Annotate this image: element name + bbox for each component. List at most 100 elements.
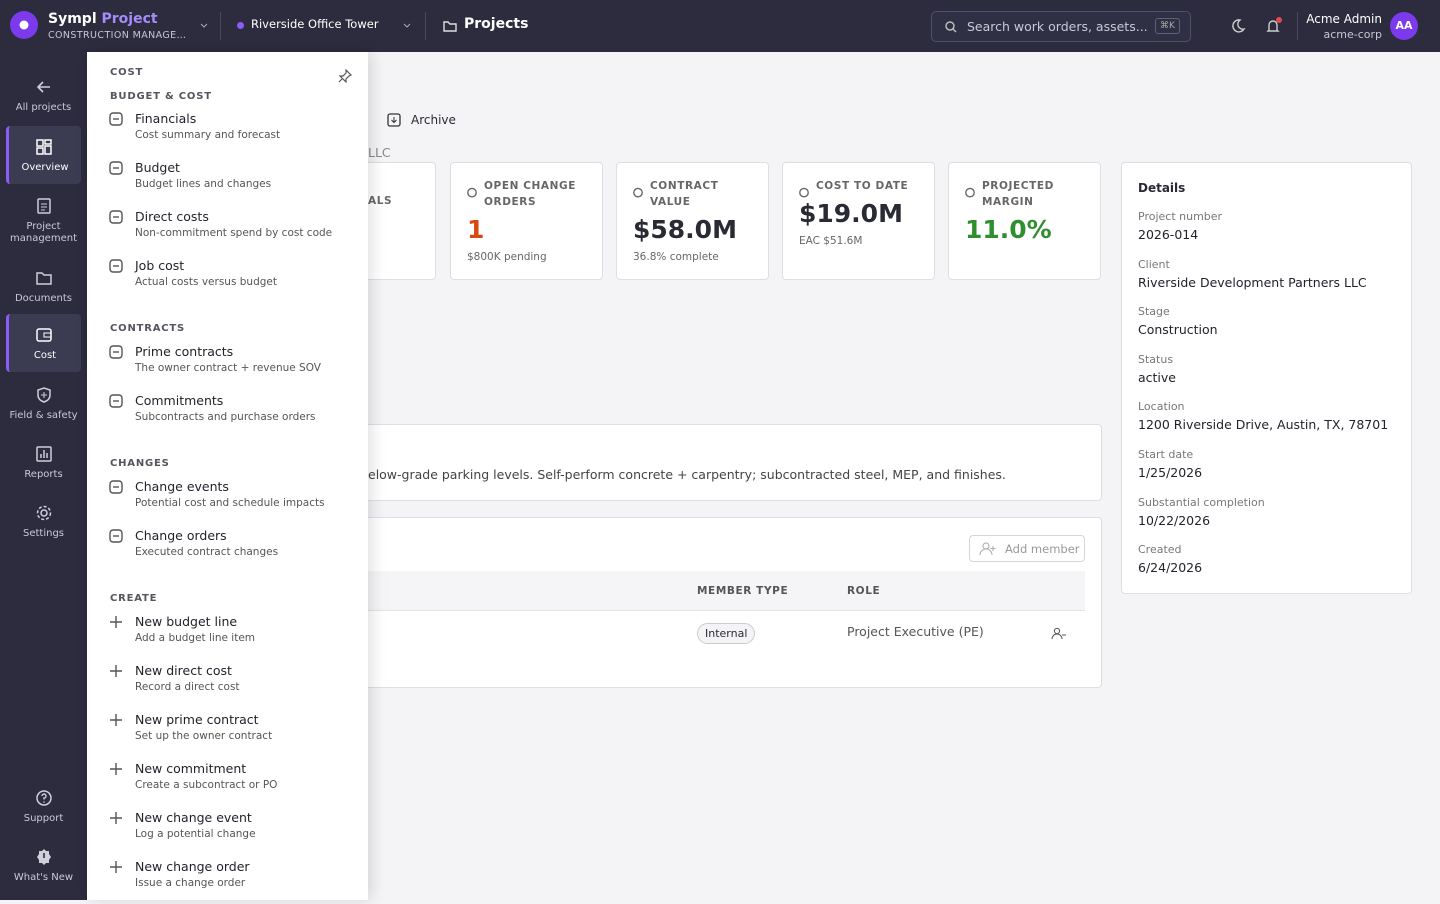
icon <box>107 760 125 782</box>
menu-label: New change order <box>135 859 250 874</box>
icon <box>632 186 645 201</box>
add-member[interactable]: Add member <box>969 535 1085 562</box>
menu-item[interactable]: New budget line Add a budget line item <box>87 613 368 662</box>
details-panel: Details Project number 2026-014 Client River… <box>1121 162 1412 594</box>
notifications[interactable] <box>1264 16 1284 36</box>
kpi-note: EAC $51.6M <box>799 235 863 247</box>
divider <box>425 12 426 40</box>
icon <box>107 159 125 181</box>
menu-description: Set up the owner contract <box>135 730 273 742</box>
icon-glyph <box>109 480 123 494</box>
icon <box>35 504 53 526</box>
nav-item[interactable]: Project management <box>6 185 81 253</box>
menu-item[interactable]: New direct cost Record a direct cost <box>87 662 368 711</box>
field-value: Construction <box>1138 322 1218 338</box>
menu-item[interactable]: Change orders Executed contract changes <box>87 527 368 576</box>
search-box[interactable]: Search work orders, assets... ⌘K <box>931 11 1191 42</box>
menu-label: Financials <box>135 111 197 126</box>
brand-name: Sympl <box>48 11 97 27</box>
menu-item[interactable]: Job cost Actual costs versus budget <box>87 257 368 306</box>
nav-item[interactable]: All projects <box>6 74 81 132</box>
kpi-card: COST TO DATE $19.0M EAC $51.6M <box>782 162 935 280</box>
icon-glyph <box>36 790 52 806</box>
menu-item[interactable]: Change events Potential cost and schedule… <box>87 478 368 527</box>
field-label: Substantial completion <box>1138 495 1265 509</box>
folder-icon <box>443 21 457 32</box>
status-dot <box>237 22 244 29</box>
icon-glyph <box>36 505 52 521</box>
menu-item[interactable]: Financials Cost summary and forecast <box>87 110 368 159</box>
icon-glyph <box>467 187 477 198</box>
nav-item[interactable]: Field & safety <box>6 374 81 432</box>
nav-item[interactable]: Support <box>6 787 81 845</box>
user-name: Acme Admin <box>1306 12 1382 26</box>
kpi-note: 36.8% complete <box>633 251 719 263</box>
menu-label: Direct costs <box>135 209 209 224</box>
nav-item[interactable]: What's New <box>6 846 81 904</box>
menu-description: Log a potential change <box>135 828 256 840</box>
icon <box>107 809 125 831</box>
menu-label: Commitments <box>135 393 224 408</box>
menu-description: Cost summary and forecast <box>135 129 281 141</box>
icon <box>798 186 811 201</box>
menu-description: Add a budget line item <box>135 632 256 644</box>
remove-member[interactable] <box>1051 627 1067 641</box>
icon-glyph <box>109 210 123 224</box>
nav-item[interactable]: Reports <box>6 433 81 491</box>
menu-item[interactable]: Direct costs Non-commitment spend by cost… <box>87 208 368 257</box>
icon-glyph <box>109 112 123 126</box>
menu-item[interactable]: New change order Issue a change order <box>87 858 368 900</box>
detail-field: Client Riverside Development Partners LLC <box>1138 258 1395 306</box>
pin[interactable] <box>338 68 353 87</box>
description: elow-grade parking levels. Self-perform … <box>368 467 1006 482</box>
client-text: LLC <box>368 145 391 160</box>
menu-item[interactable]: New prime contract Set up the owner contr… <box>87 711 368 760</box>
top-bar: Sympl Project CONSTRUCTION MANAGEM... Ri… <box>0 0 1440 52</box>
menu-description: Non-commitment spend by cost code <box>135 227 333 239</box>
menu-item[interactable]: New commitment Create a subcontract or PO <box>87 760 368 809</box>
field-label: Stage <box>1138 305 1170 319</box>
search-icon <box>945 21 957 33</box>
menu-label: New direct cost <box>135 663 232 678</box>
icon <box>35 386 53 408</box>
menu-description: Actual costs versus budget <box>135 276 277 288</box>
icon-glyph <box>633 187 643 198</box>
nav-item[interactable]: Overview <box>6 126 81 184</box>
nav-item[interactable]: Cost <box>6 314 81 372</box>
menu-label: Change events <box>135 479 229 494</box>
menu-item[interactable]: Budget Budget lines and changes <box>87 159 368 208</box>
cost-flyout: COST BUDGET & COST Financials Cost summary … <box>87 52 368 900</box>
chevron[interactable] <box>198 20 210 32</box>
menu-description: Subcontracts and purchase orders <box>135 411 316 423</box>
menu-label: New budget line <box>135 614 238 629</box>
nav-item[interactable]: Settings <box>6 492 81 550</box>
breadcrumb[interactable]: Projects <box>464 16 529 32</box>
icon-glyph <box>109 394 123 408</box>
field-label: Created <box>1138 543 1182 557</box>
section-heading: CREATE <box>110 593 158 604</box>
menu-label: Prime contracts <box>135 344 234 359</box>
menu-description: The owner contract + revenue SOV <box>135 362 321 374</box>
project-selector[interactable]: Riverside Office Tower <box>251 17 379 31</box>
field-value: 2026-014 <box>1138 227 1199 242</box>
archive-button[interactable]: Archive <box>411 113 456 127</box>
menu-item[interactable]: Prime contracts The owner contract + reve… <box>87 343 368 392</box>
nav-label: All projects <box>15 102 72 113</box>
brand-accent: Project <box>101 11 158 27</box>
icon <box>107 711 125 733</box>
icon <box>107 613 125 635</box>
icon <box>35 138 53 160</box>
menu-item[interactable]: Commitments Subcontracts and purchase ord… <box>87 392 368 441</box>
icon-glyph <box>36 272 52 285</box>
icon-glyph <box>37 198 51 214</box>
pin-icon <box>338 68 353 84</box>
nav-item[interactable]: Documents <box>6 257 81 315</box>
field-label: Status <box>1138 352 1174 366</box>
nav-label: Cost <box>33 350 57 361</box>
chevron[interactable] <box>401 20 413 32</box>
brand: Sympl Project <box>48 11 158 27</box>
avatar[interactable]: AA <box>1390 12 1418 40</box>
kpi-label: ALS <box>368 195 393 207</box>
menu-item[interactable]: New change event Log a potential change <box>87 809 368 858</box>
theme-toggle[interactable] <box>1228 17 1246 35</box>
